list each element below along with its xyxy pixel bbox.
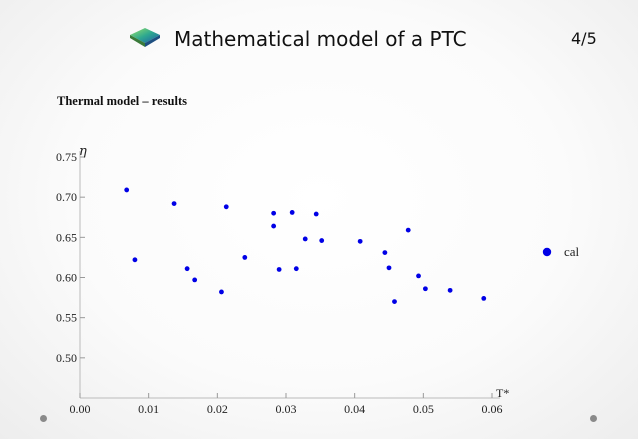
data-point <box>319 238 325 243</box>
data-point <box>271 210 277 216</box>
x-tick-label: 0.05 <box>413 402 434 416</box>
grey-dot-icon <box>590 415 597 422</box>
data-point <box>223 204 229 210</box>
x-axis-label: T* <box>496 386 509 400</box>
slide-title: Mathematical model of a PTC <box>174 27 467 51</box>
x-tick-label: 0.00 <box>70 402 91 416</box>
data-point <box>276 267 282 272</box>
data-point <box>171 201 177 206</box>
data-point <box>271 223 277 229</box>
data-point <box>386 265 392 271</box>
x-tick-label: 0.02 <box>207 402 228 416</box>
data-point <box>313 211 319 217</box>
data-point <box>357 238 363 244</box>
x-tick-label: 0.04 <box>344 402 365 416</box>
data-point <box>392 299 397 304</box>
y-tick-label: 0.60 <box>56 271 77 285</box>
data-point <box>382 250 388 255</box>
data-point <box>416 273 421 279</box>
x-tick-label: 0.06 <box>482 402 503 416</box>
data-point <box>192 277 198 283</box>
y-tick-label: 0.50 <box>56 351 77 365</box>
y-tick-label: 0.65 <box>56 230 77 244</box>
data-point <box>481 295 487 301</box>
chart-subtitle: Thermal model – results <box>57 94 187 108</box>
data-point <box>289 210 295 215</box>
data-point <box>302 236 308 242</box>
data-point <box>422 286 428 292</box>
y-tick-label: 0.70 <box>56 190 77 204</box>
green-gradient-diamond-icon <box>130 28 160 47</box>
y-axis-label: η <box>79 144 87 159</box>
data-point <box>132 257 138 263</box>
data-point <box>447 287 453 293</box>
legend-label: cal <box>564 244 580 259</box>
page-number: 4/5 <box>571 29 597 48</box>
y-tick-label: 0.75 <box>56 150 77 164</box>
x-tick-label: 0.03 <box>276 402 297 416</box>
data-point <box>293 266 299 272</box>
grey-dot-icon <box>40 415 47 422</box>
data-point <box>242 255 248 260</box>
data-point <box>219 289 224 295</box>
data-point <box>124 187 130 193</box>
data-point <box>184 266 190 272</box>
x-tick-label: 0.01 <box>138 402 159 416</box>
y-tick-label: 0.55 <box>56 311 77 325</box>
legend-marker <box>542 247 552 257</box>
data-point <box>405 227 411 233</box>
